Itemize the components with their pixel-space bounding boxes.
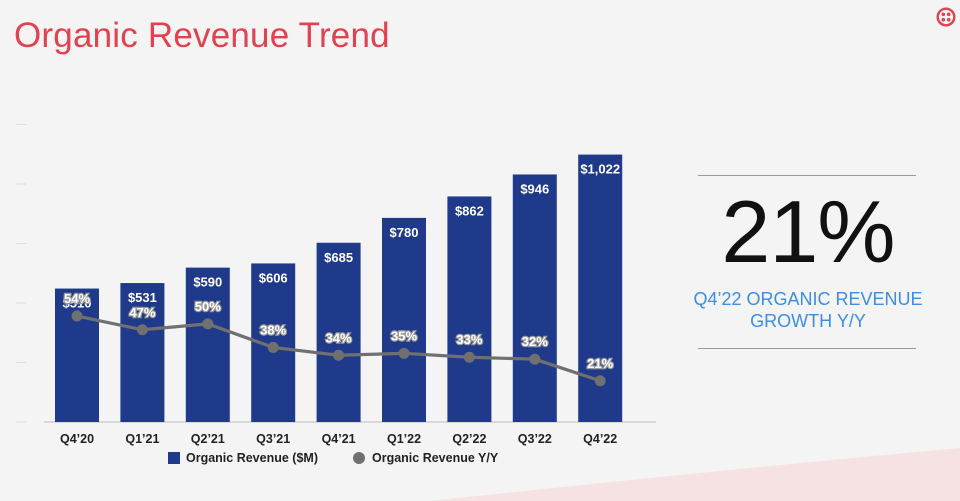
bar-value-label: $862 bbox=[455, 203, 484, 218]
bar-value-label: $1,022 bbox=[580, 162, 620, 177]
yoy-value-label: 50% bbox=[195, 299, 221, 314]
yoy-value-label: 54% bbox=[64, 291, 90, 306]
yoy-value-label: 35% bbox=[391, 328, 417, 343]
legend-swatch-yoy bbox=[353, 452, 365, 464]
yoy-point-2 bbox=[136, 324, 148, 336]
bar-7 bbox=[447, 196, 492, 422]
yoy-point-8 bbox=[529, 353, 541, 365]
yoy-point-1 bbox=[71, 310, 83, 322]
bar-value-label: $510 bbox=[63, 296, 92, 311]
yoy-point-4 bbox=[267, 341, 279, 353]
yoy-value-label: 32% bbox=[522, 334, 548, 349]
x-tick-label: Q4’20 bbox=[60, 432, 94, 446]
bar-value-label: $590 bbox=[193, 275, 222, 290]
x-tick-label: Q4’22 bbox=[583, 432, 617, 446]
bar-value-label: $531 bbox=[128, 290, 157, 305]
bar-2 bbox=[120, 283, 165, 422]
yoy-value-label: 47% bbox=[129, 305, 155, 320]
x-tick-label: Q3’22 bbox=[518, 432, 552, 446]
yoy-point-9 bbox=[594, 375, 606, 387]
bar-8 bbox=[512, 174, 557, 422]
legend-label-revenue: Organic Revenue ($M) bbox=[186, 451, 318, 465]
x-tick-label: Q4’21 bbox=[322, 432, 356, 446]
page-title: Organic Revenue Trend bbox=[14, 16, 390, 55]
legend-label-yoy: Organic Revenue Y/Y bbox=[372, 451, 499, 465]
x-tick-label: Q2’22 bbox=[452, 432, 486, 446]
kpi-caption-line1: Q4’22 ORGANIC REVENUE bbox=[693, 289, 923, 309]
x-tick-label: Q1’21 bbox=[125, 432, 159, 446]
yoy-point-3 bbox=[202, 318, 214, 330]
x-tick-label: Q3’21 bbox=[256, 432, 290, 446]
yoy-point-5 bbox=[333, 349, 345, 361]
kpi-caption: Q4’22 ORGANIC REVENUE GROWTH Y/Y bbox=[660, 288, 956, 332]
x-tick-label: Q1’22 bbox=[387, 432, 421, 446]
x-tick-label: Q2’21 bbox=[191, 432, 225, 446]
yoy-value-label: 38% bbox=[260, 322, 286, 337]
twilio-logo-icon bbox=[936, 7, 956, 27]
revenue-chart: $510 Q4’20 $531 Q1’21 $590 Q2’21 $606 Q3’21 $685… bbox=[16, 124, 656, 465]
bar-value-label: $606 bbox=[259, 270, 288, 285]
yoy-value-label: 33% bbox=[456, 332, 482, 347]
kpi-value: 21% bbox=[721, 182, 895, 281]
kpi-bottom-rule bbox=[698, 348, 916, 349]
bar-3 bbox=[185, 267, 230, 422]
kpi-caption-line2: GROWTH Y/Y bbox=[750, 311, 866, 331]
bar-value-label: $780 bbox=[390, 225, 419, 240]
kpi-top-rule bbox=[698, 175, 916, 176]
legend-swatch-revenue bbox=[168, 452, 180, 464]
bar-5 bbox=[316, 242, 361, 422]
yoy-point-6 bbox=[398, 347, 410, 359]
yoy-value-label: 21% bbox=[587, 356, 613, 371]
yoy-value-label: 34% bbox=[326, 330, 352, 345]
bar-value-label: $685 bbox=[324, 250, 353, 265]
bar-6 bbox=[382, 217, 426, 422]
bar-value-label: $946 bbox=[520, 181, 549, 196]
yoy-point-7 bbox=[463, 351, 475, 363]
